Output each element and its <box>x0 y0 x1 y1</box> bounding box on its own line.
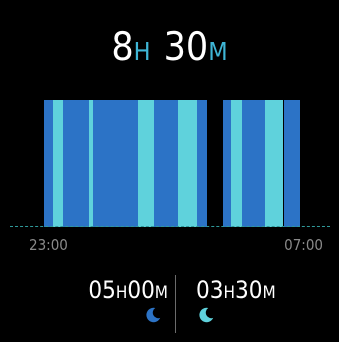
light-sleep-segment <box>52 100 63 227</box>
light-sleep-segment <box>177 100 197 227</box>
light-sleep-minutes-unit: M <box>262 283 276 303</box>
light-sleep-duration: 03H30M <box>196 275 276 308</box>
total-sleep-duration: 8H 30M <box>0 26 339 77</box>
deep-sleep-segment <box>62 100 89 227</box>
total-minutes-unit: M <box>208 37 228 66</box>
deep-sleep-segment <box>196 100 207 227</box>
deep-sleep-segment <box>283 100 300 227</box>
deep-sleep-hours: 05 <box>88 276 116 304</box>
light-sleep-hours: 03 <box>196 276 224 304</box>
total-hours-value: 8 <box>111 25 134 70</box>
deep-sleep-segment <box>93 100 138 227</box>
deep-sleep-hours-unit: H <box>115 283 128 303</box>
sleep-stage-breakdown: 05H00M 03H30M <box>0 275 339 335</box>
timeline-start-label: 23:00 <box>29 236 68 254</box>
light-sleep-segment <box>264 100 284 227</box>
light-sleep-minutes: 30 <box>234 276 263 304</box>
total-hours-unit: H <box>133 37 151 66</box>
light-sleep-segment <box>137 100 154 227</box>
moon-icon <box>146 307 161 323</box>
deep-sleep-minutes-unit: M <box>154 283 168 303</box>
deep-sleep-segment <box>44 100 53 227</box>
timeline-baseline <box>10 226 330 227</box>
deep-sleep-segment <box>153 100 178 227</box>
light-sleep-segment <box>88 100 94 227</box>
total-minutes-value: 30 <box>163 25 209 70</box>
deep-sleep-segment <box>222 100 231 227</box>
light-sleep-hours-unit: H <box>223 283 235 303</box>
breakdown-divider <box>175 275 176 333</box>
light-sleep-segment <box>230 100 243 227</box>
timeline-end-label: 07:00 <box>284 236 323 254</box>
deep-sleep-segment <box>242 100 265 227</box>
deep-sleep-duration: 05H00M <box>88 275 168 308</box>
moon-icon <box>199 307 214 323</box>
deep-sleep-minutes: 00 <box>127 276 155 304</box>
